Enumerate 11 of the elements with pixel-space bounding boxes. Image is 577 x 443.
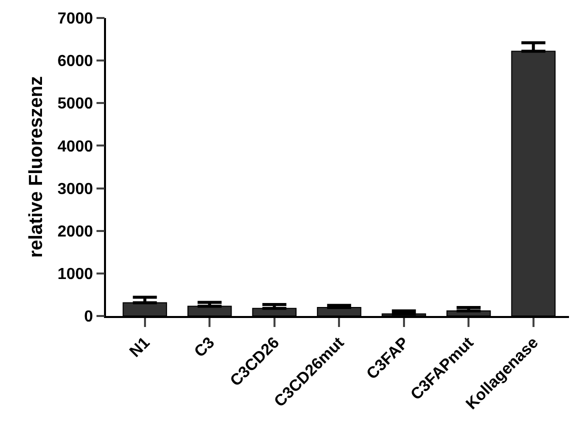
y-tick-label: 7000 — [57, 10, 94, 28]
x-tick-label: C3 — [192, 334, 218, 361]
y-tick-label: 5000 — [57, 96, 94, 113]
y-tick-label: 6000 — [57, 53, 94, 70]
y-axis-title: relative Fluoreszenz — [26, 76, 47, 258]
y-tick-label: 1000 — [57, 266, 94, 284]
y-tick-label: 4000 — [57, 138, 94, 156]
y-tick-label: 0 — [84, 308, 94, 326]
x-tick-label: N1 — [126, 334, 154, 361]
y-tick-label: 3000 — [57, 180, 94, 198]
y-tick-label: 2000 — [57, 223, 94, 240]
